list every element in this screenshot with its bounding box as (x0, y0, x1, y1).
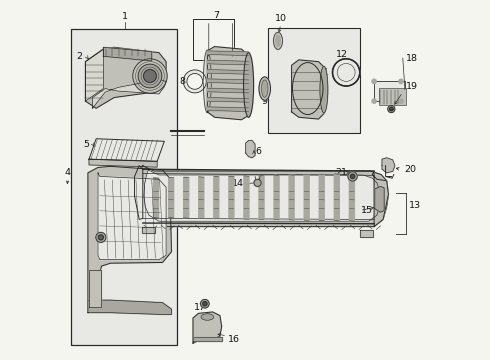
Text: 3: 3 (95, 231, 101, 240)
Polygon shape (207, 51, 248, 55)
Text: 16: 16 (228, 335, 240, 344)
FancyBboxPatch shape (374, 81, 405, 101)
Circle shape (187, 73, 203, 89)
Polygon shape (244, 176, 249, 219)
Text: 19: 19 (406, 82, 417, 91)
Text: 9: 9 (262, 96, 268, 105)
FancyBboxPatch shape (379, 88, 406, 105)
Text: 10: 10 (275, 14, 287, 23)
Polygon shape (103, 47, 152, 61)
Circle shape (399, 79, 403, 84)
FancyBboxPatch shape (71, 30, 177, 345)
Text: 17: 17 (194, 303, 206, 312)
Polygon shape (93, 80, 166, 108)
Ellipse shape (262, 80, 268, 97)
Circle shape (348, 172, 357, 181)
Text: 14: 14 (232, 179, 244, 188)
Polygon shape (135, 166, 389, 226)
Polygon shape (144, 170, 380, 221)
Ellipse shape (320, 66, 328, 113)
Ellipse shape (259, 77, 270, 100)
Circle shape (333, 59, 360, 86)
Circle shape (203, 302, 207, 306)
Ellipse shape (203, 50, 211, 113)
Polygon shape (193, 312, 221, 343)
Polygon shape (274, 175, 279, 220)
Polygon shape (89, 270, 101, 307)
Text: 12: 12 (336, 50, 348, 59)
Circle shape (399, 99, 403, 103)
Circle shape (96, 232, 106, 242)
Polygon shape (214, 176, 219, 219)
FancyBboxPatch shape (346, 55, 354, 60)
Polygon shape (88, 166, 172, 313)
Circle shape (98, 235, 103, 240)
Polygon shape (207, 88, 248, 93)
Polygon shape (98, 173, 166, 260)
Polygon shape (334, 174, 339, 221)
Polygon shape (199, 177, 204, 218)
Circle shape (144, 69, 156, 82)
Polygon shape (207, 79, 248, 84)
Ellipse shape (201, 314, 214, 320)
Circle shape (388, 105, 395, 113)
Circle shape (200, 300, 209, 308)
Circle shape (390, 107, 393, 111)
Text: 8: 8 (179, 77, 185, 86)
Polygon shape (292, 60, 324, 119)
Polygon shape (184, 177, 189, 218)
Polygon shape (169, 177, 173, 217)
Polygon shape (142, 226, 155, 233)
Polygon shape (88, 300, 172, 315)
Text: 6: 6 (256, 147, 262, 156)
Polygon shape (304, 175, 309, 220)
Polygon shape (153, 178, 159, 217)
Ellipse shape (276, 36, 280, 46)
Circle shape (254, 179, 261, 186)
Polygon shape (349, 174, 354, 221)
FancyBboxPatch shape (269, 28, 360, 134)
Circle shape (183, 70, 206, 93)
Circle shape (138, 64, 162, 88)
Polygon shape (193, 337, 221, 341)
Text: 20: 20 (404, 165, 416, 174)
Polygon shape (361, 230, 373, 237)
Text: 1: 1 (122, 12, 128, 21)
Polygon shape (85, 47, 166, 108)
Text: 7: 7 (213, 10, 220, 19)
Text: 21: 21 (335, 168, 347, 177)
Polygon shape (135, 166, 143, 220)
Text: 2: 2 (76, 52, 82, 61)
Polygon shape (375, 186, 384, 212)
Text: 15: 15 (361, 206, 373, 215)
Text: 5: 5 (83, 140, 90, 149)
Polygon shape (89, 139, 164, 161)
Polygon shape (229, 176, 234, 219)
Circle shape (133, 59, 167, 93)
Polygon shape (207, 69, 248, 74)
Circle shape (372, 99, 376, 103)
Polygon shape (207, 107, 248, 112)
Polygon shape (382, 158, 395, 173)
Polygon shape (207, 46, 248, 120)
Polygon shape (245, 140, 255, 158)
Ellipse shape (273, 32, 282, 49)
Text: 13: 13 (409, 201, 421, 210)
Circle shape (372, 79, 376, 84)
Polygon shape (207, 98, 248, 102)
Polygon shape (259, 176, 264, 219)
Polygon shape (89, 159, 157, 167)
Polygon shape (289, 175, 294, 220)
Circle shape (350, 174, 355, 179)
Polygon shape (207, 60, 248, 65)
Text: 4: 4 (65, 168, 71, 177)
Text: 11: 11 (318, 68, 330, 77)
Polygon shape (85, 49, 103, 101)
Polygon shape (319, 174, 324, 220)
Text: 18: 18 (406, 54, 417, 63)
Polygon shape (372, 171, 389, 226)
Ellipse shape (244, 53, 254, 117)
